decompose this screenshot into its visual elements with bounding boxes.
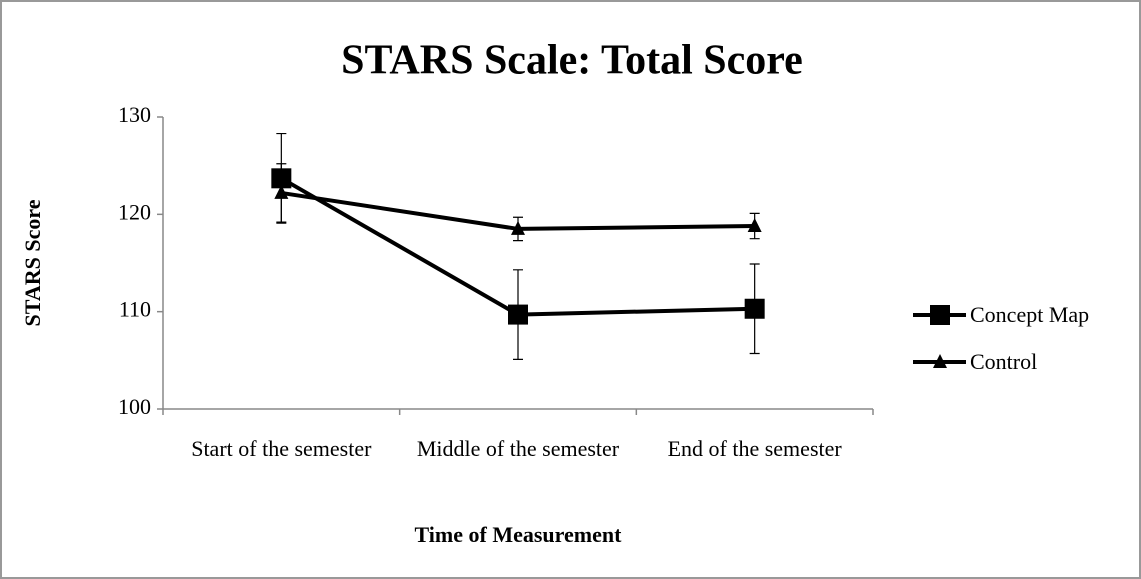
x-tick-label: End of the semester: [667, 436, 842, 461]
y-axis-label: STARS Score: [20, 199, 45, 326]
legend-marker: [930, 305, 950, 325]
chart-title: STARS Scale: Total Score: [341, 38, 803, 84]
legend-label: Concept Map: [970, 302, 1089, 327]
y-tick-label: 120: [118, 199, 151, 224]
data-point: [274, 184, 289, 199]
legend-label: Control: [970, 349, 1037, 374]
x-axis-label: Time of Measurement: [415, 522, 623, 547]
y-tick-label: 110: [119, 297, 151, 322]
y-tick-label: 100: [118, 394, 151, 419]
data-point: [511, 220, 525, 235]
data-point: [508, 304, 528, 325]
data-point: [744, 298, 765, 319]
legend-marker: [933, 354, 947, 368]
x-tick-label: Middle of the semester: [416, 436, 620, 461]
data-point: [747, 218, 762, 233]
y-tick-label: 130: [118, 102, 151, 127]
x-tick-label: Start of the semester: [191, 436, 372, 461]
